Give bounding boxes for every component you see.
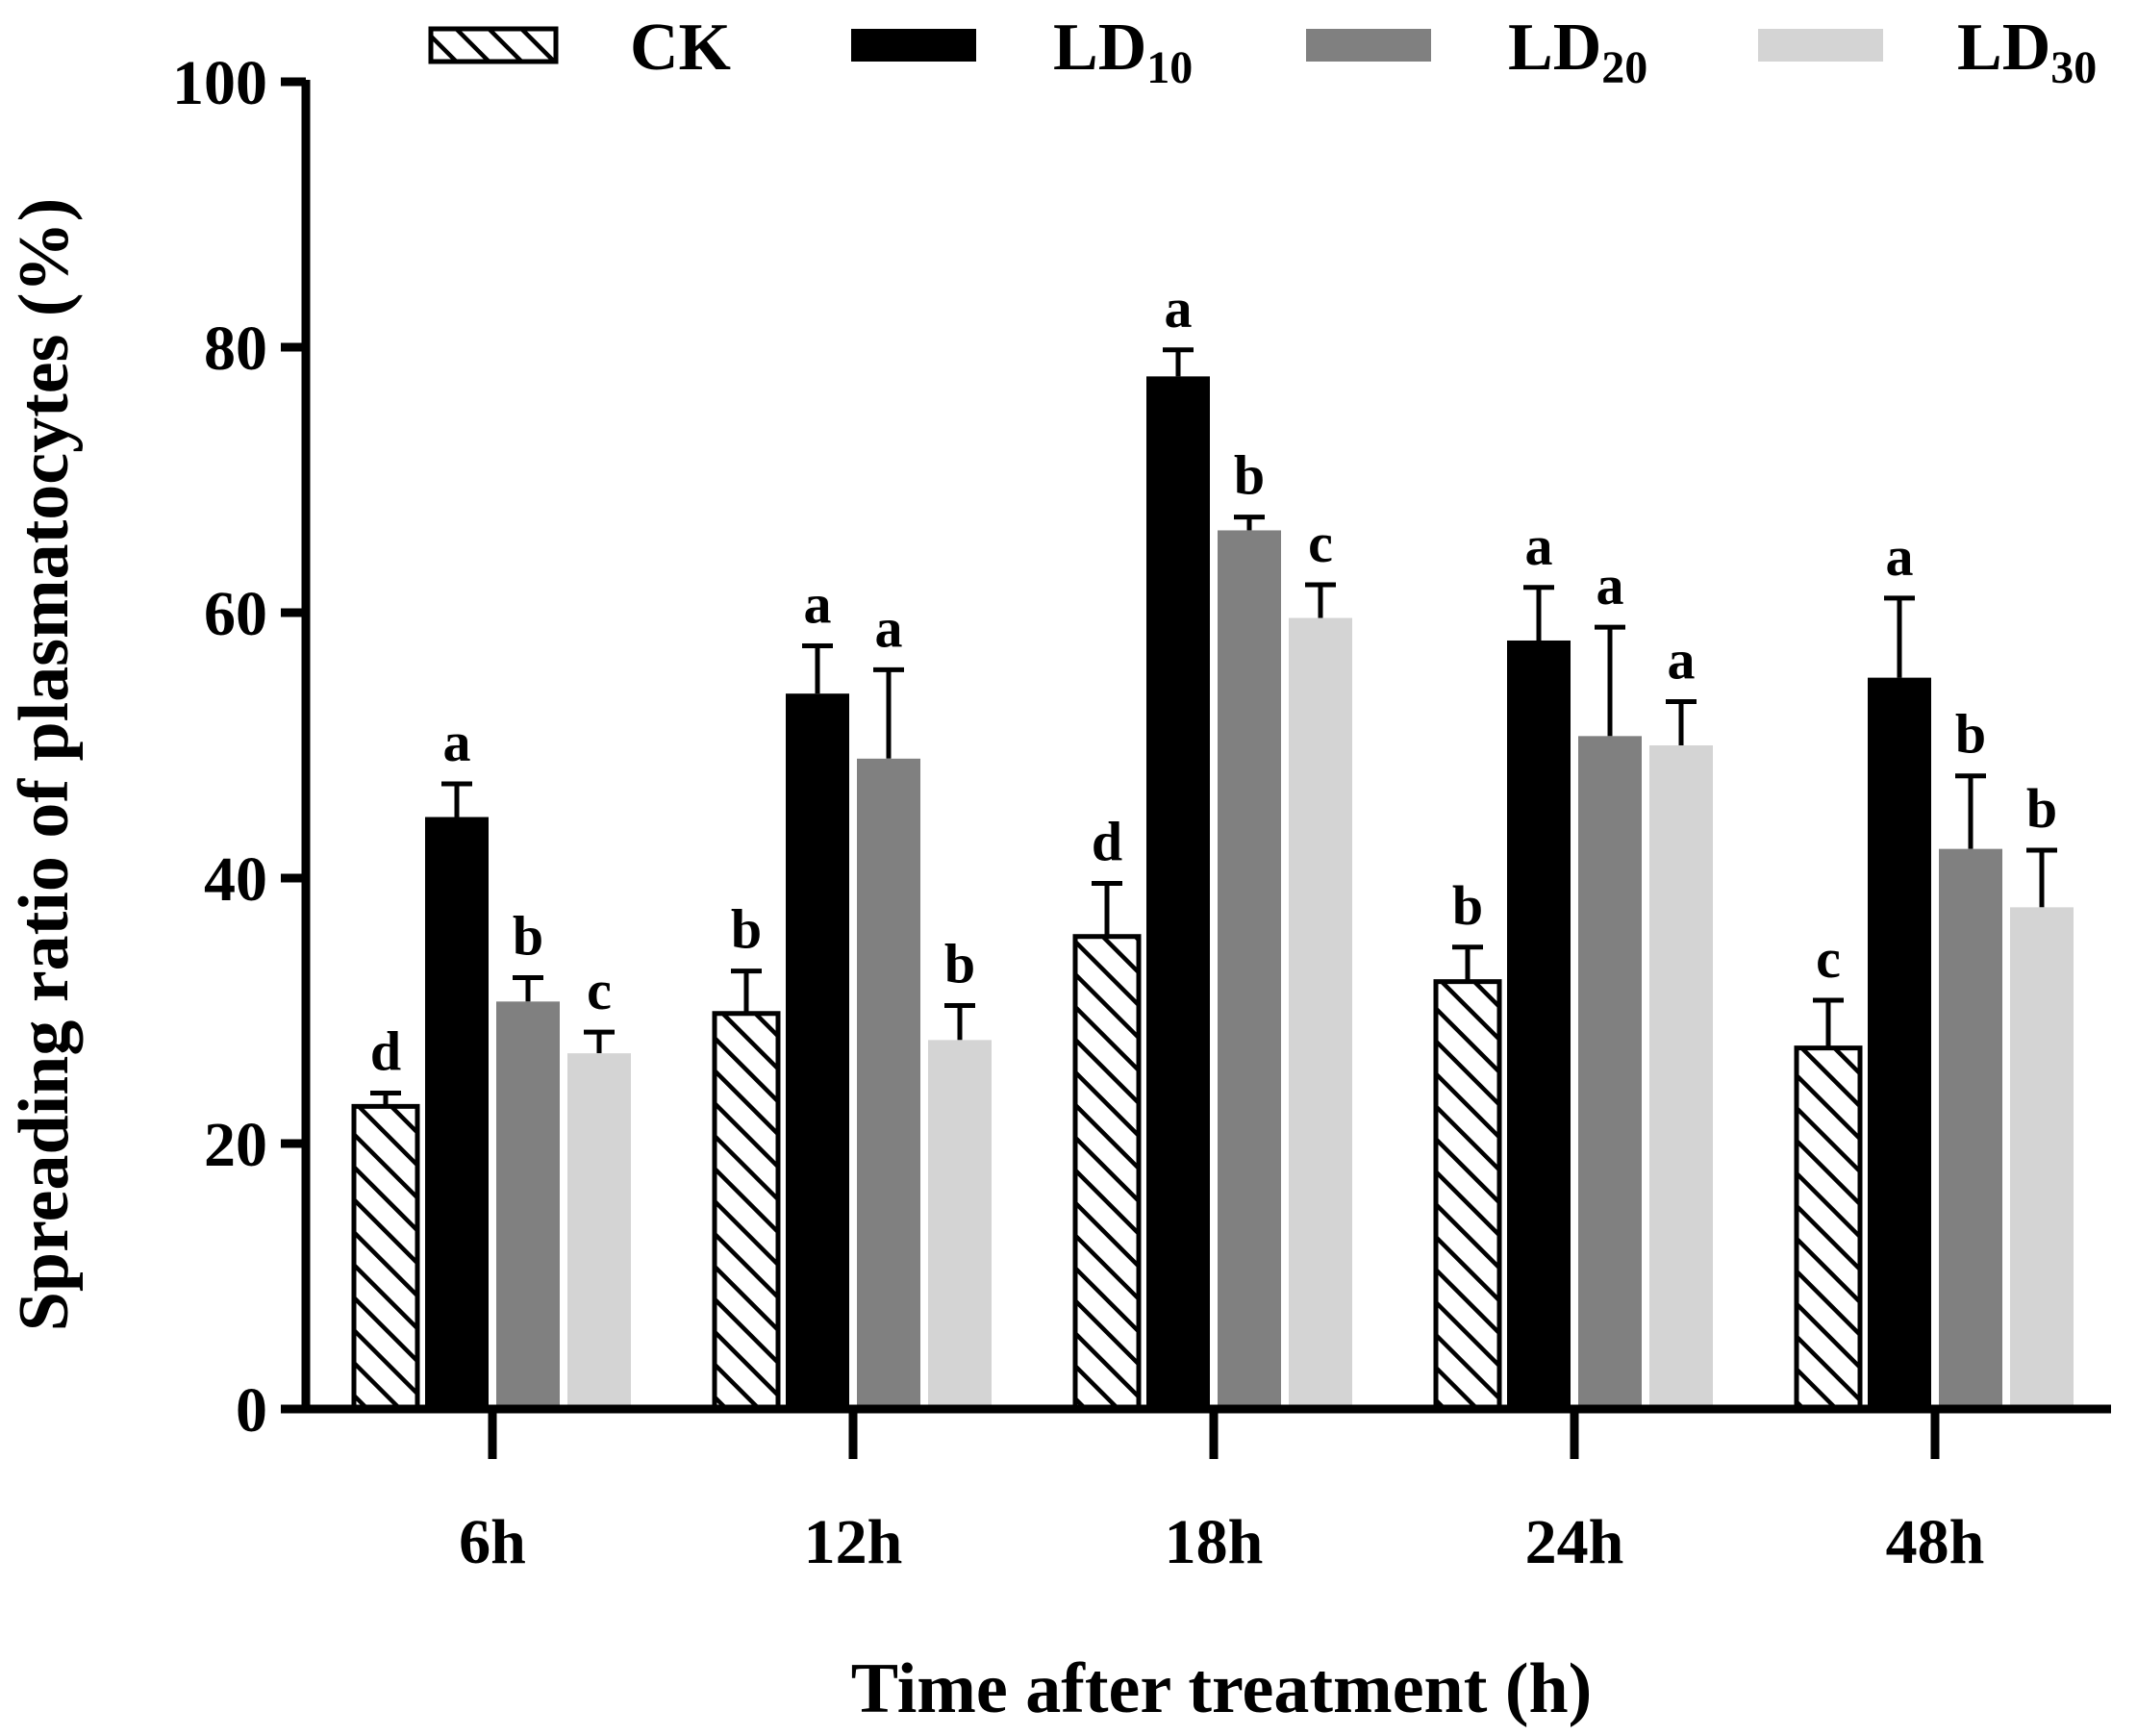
y-axis: 0 20 40 60 80 100: [172, 48, 311, 1446]
significance-letter: a: [1668, 628, 1696, 691]
bar-ld10-12h: [786, 693, 849, 1409]
legend: CK LD10 LD20 LD30: [428, 11, 2097, 93]
bar-ld10-6h: [425, 817, 489, 1409]
significance-letter: a: [1886, 525, 1914, 588]
significance-letter: d: [370, 1020, 401, 1083]
legend-label-ld20: LD20: [1508, 11, 1647, 93]
bar-ck-48h: [1794, 1045, 1863, 1412]
x-tick-label: 24h: [1525, 1507, 1624, 1577]
significance-letter: a: [875, 596, 903, 659]
x-tick-label: 48h: [1886, 1507, 1985, 1577]
bar-ld20-48h: [1939, 848, 2002, 1409]
significance-letter: a: [1165, 277, 1193, 340]
y-tick-label: 40: [204, 844, 267, 915]
bar-ck-12h: [712, 1011, 781, 1412]
significance-letter: c: [1816, 927, 1841, 990]
bar-ld30-48h: [2010, 907, 2074, 1409]
y-tick-label: 100: [172, 48, 267, 118]
bar-ld10-18h: [1146, 376, 1210, 1409]
significance-letter: a: [804, 573, 832, 636]
significance-letter: d: [1092, 811, 1122, 873]
legend-swatch-ck: [428, 26, 559, 64]
legend-swatch-ld20: [1306, 29, 1431, 62]
bar-ld30-12h: [928, 1040, 992, 1409]
significance-letter: b: [2026, 777, 2057, 840]
significance-letter: b: [731, 898, 762, 961]
x-axis: 6h 12h 18h 24h 48h: [302, 1404, 2111, 1577]
bar-ld20-6h: [496, 1001, 560, 1409]
bar-ld10-48h: [1868, 677, 1931, 1409]
significance-letter: a: [1525, 515, 1553, 577]
bar-ck-24h: [1433, 979, 1502, 1412]
bar-ld20-12h: [857, 758, 920, 1409]
bar-ck-18h: [1072, 934, 1142, 1412]
bar-ld10-24h: [1507, 640, 1571, 1409]
y-tick-label: 20: [204, 1110, 267, 1180]
significance-letter: b: [1955, 703, 1986, 766]
bar-ld20-18h: [1218, 530, 1281, 1409]
significance-letter: a: [1596, 554, 1624, 616]
significance-letter: b: [513, 905, 543, 968]
significance-letter: a: [443, 711, 471, 773]
x-tick-label: 12h: [804, 1507, 903, 1577]
y-tick-label: 0: [236, 1375, 267, 1446]
x-tick-label: 6h: [459, 1507, 526, 1577]
legend-swatch-ld10: [851, 29, 976, 62]
y-axis-title: Spreading ratio of plasmatocytes (%): [5, 198, 84, 1331]
legend-label-ck: CK: [630, 11, 731, 85]
significance-letter: b: [1452, 874, 1483, 937]
legend-label-ld30: LD30: [1957, 11, 2097, 93]
y-tick-label: 60: [204, 579, 267, 649]
x-axis-title: Time after treatment (h): [851, 1649, 1593, 1728]
bar-ld20-24h: [1578, 736, 1642, 1409]
y-tick-label: 80: [204, 314, 267, 384]
bar-ld30-6h: [567, 1053, 631, 1409]
legend-label-ld10: LD10: [1053, 11, 1193, 93]
significance-letter: c: [1308, 512, 1333, 574]
significance-letter: b: [944, 932, 975, 994]
bar-ck-6h: [351, 1103, 420, 1412]
legend-swatch-ld30: [1758, 29, 1883, 62]
x-tick-label: 18h: [1165, 1507, 1264, 1577]
significance-letter: b: [1234, 444, 1265, 507]
bar-ld30-18h: [1289, 617, 1352, 1409]
bar-ld30-24h: [1649, 745, 1713, 1409]
significance-letter: c: [587, 959, 612, 1021]
